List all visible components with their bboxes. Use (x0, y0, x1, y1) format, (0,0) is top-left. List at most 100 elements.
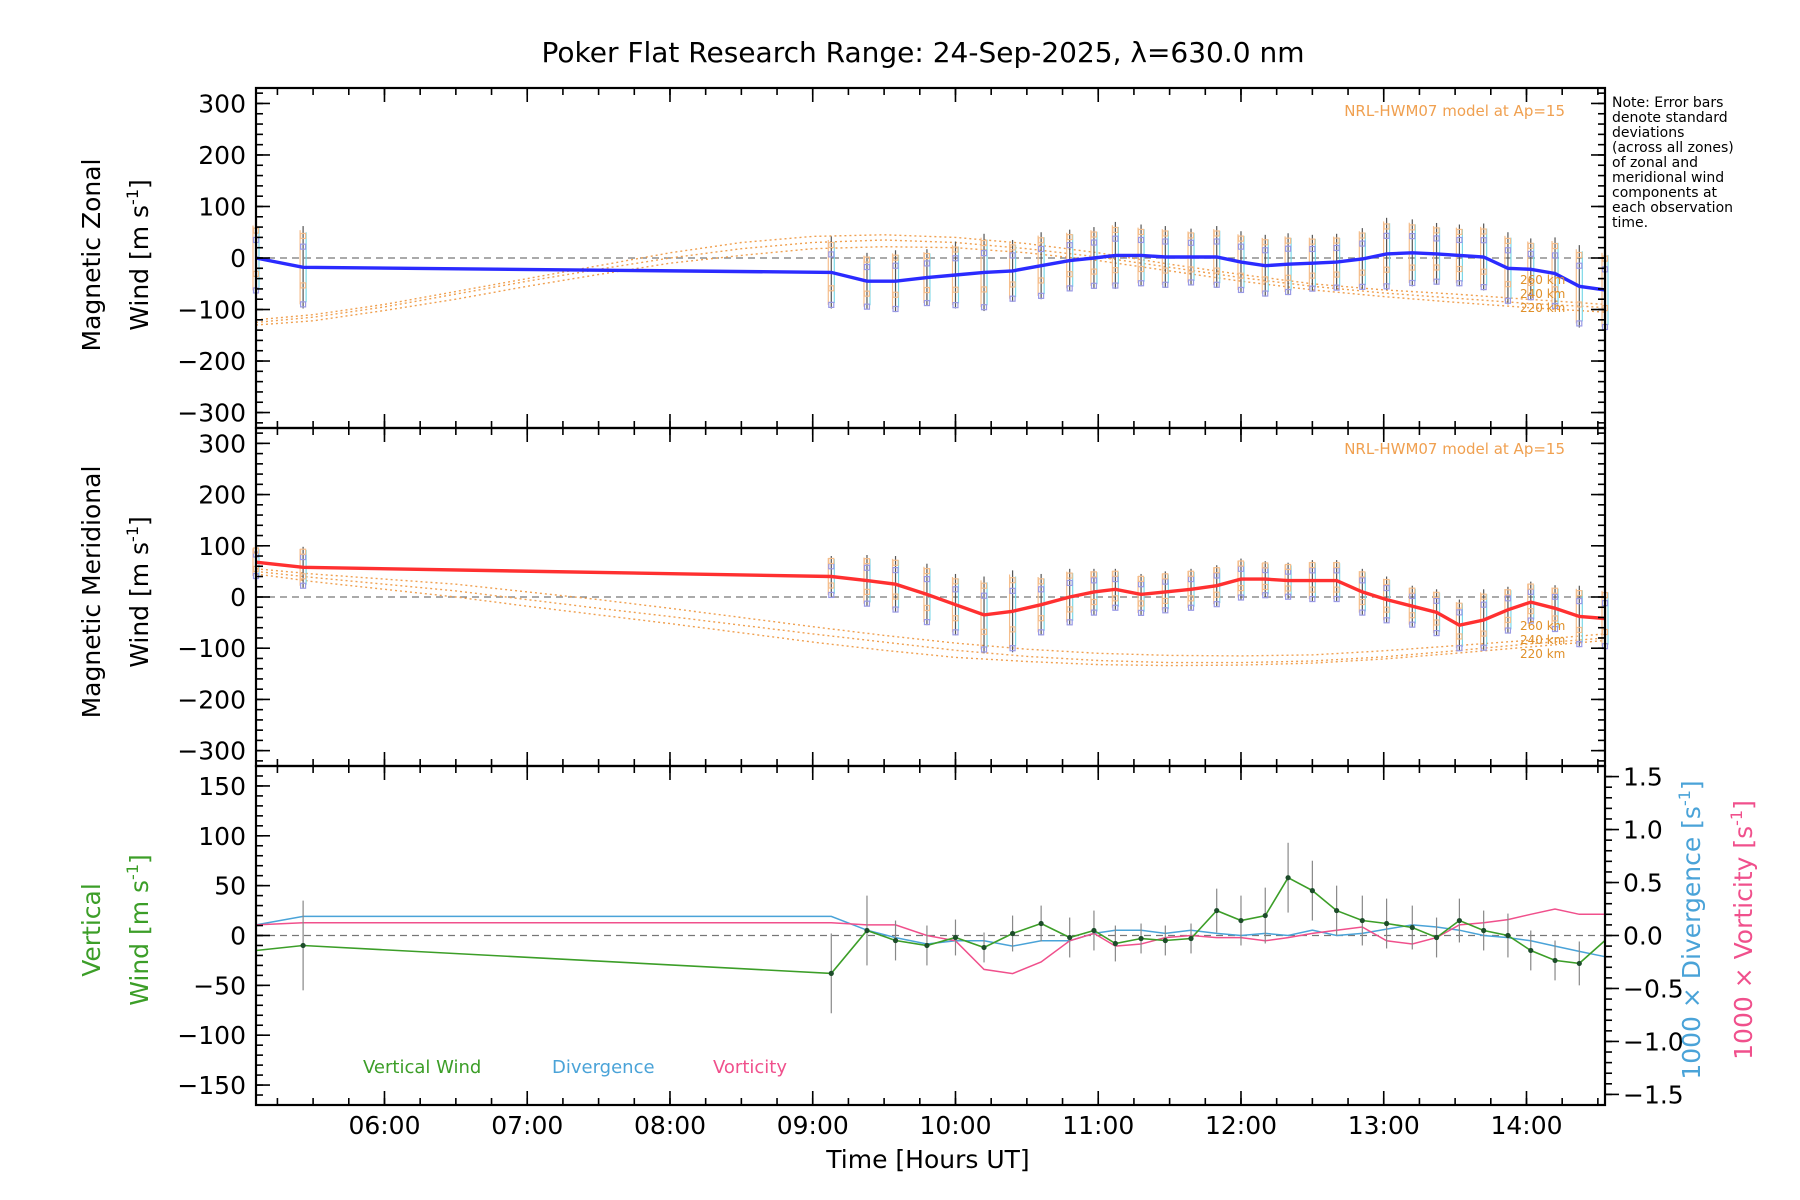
zonal-zone-point (1137, 265, 1145, 273)
zonal-zone-point (1309, 272, 1316, 279)
zonal-zone-point (1456, 228, 1463, 236)
zonal-zone-point (1576, 251, 1583, 259)
x-tick-label: 06:00 (348, 1111, 420, 1140)
vertical-wind-point (1552, 957, 1558, 964)
zonal-zone-point (1009, 295, 1016, 302)
x-tick-label: 12:00 (1205, 1111, 1277, 1140)
zonal-zone-point (1187, 239, 1195, 246)
zonal-zone-point (1237, 235, 1245, 242)
zonal-zone-point (1504, 281, 1512, 288)
meridional-zone-point (1309, 586, 1316, 593)
zonal-zone-point (300, 243, 307, 250)
vertical-y-tick-label: 100 (198, 822, 246, 851)
meridional-zone-point (1309, 595, 1316, 603)
zonal-zone-point (1527, 250, 1534, 257)
zonal-ylabel-line2: Wind [m s-1] (123, 179, 154, 331)
vertical-ylabel-line2: Wind [m s-1] (123, 854, 154, 1006)
right-axis-tick-label: −1.0 (1623, 1027, 1684, 1056)
chart-title: Poker Flat Research Range: 24-Sep-2025, … (542, 36, 1305, 69)
zonal-zone-point (1551, 242, 1559, 250)
zonal-zone-point (892, 262, 899, 269)
vertical-ylabel-line1: Vertical (77, 883, 106, 977)
meridional-zone-point (1551, 593, 1559, 600)
vertical-wind-point (1309, 888, 1315, 894)
vertical-wind-point (1285, 875, 1291, 881)
meridional-zone-point (980, 582, 988, 589)
zonal-zone-point (1309, 238, 1316, 245)
meridional-zone-point (1237, 594, 1245, 601)
meridional-zone-point (1066, 572, 1073, 579)
meridional-zone-point (1504, 627, 1512, 634)
meridional-zone-point (952, 578, 959, 585)
zonal-zone-point (1551, 302, 1559, 310)
meridional-zone-point (300, 573, 307, 580)
meridional-zone-point (1009, 577, 1016, 584)
vertical-wind-point (828, 970, 834, 976)
meridional-panel: −300 −200 −100 0 100 200 300 (177, 426, 1609, 768)
meridional-ylabel-sup: -1 (123, 526, 142, 542)
meridional-zone-point (1038, 578, 1045, 585)
zonal-zone-point (828, 301, 835, 308)
zonal-alt-label-220: 220 km (1520, 301, 1565, 315)
meridional-zone-point (980, 592, 988, 599)
meridional-ylabel-line1: Magnetic Meridional (77, 466, 106, 719)
vertical-wind-point (1214, 907, 1220, 914)
meridional-zone-point (1456, 645, 1463, 652)
meridional-zone-point (1038, 615, 1045, 622)
vertical-ylabel-sup: -1 (123, 864, 142, 880)
zonal-zone-point (1038, 277, 1045, 284)
zonal-zone-point (1284, 245, 1292, 252)
divergence-ylabel-sup: -1 (1675, 790, 1694, 806)
meridional-zone-point (1066, 619, 1073, 626)
zonal-zone-point (300, 232, 307, 240)
zonal-zone-point (892, 254, 899, 261)
vertical-wind-point (892, 937, 899, 944)
zonal-zone-point (1162, 267, 1169, 274)
note-line: (across all zones) (1612, 140, 1734, 156)
zonal-zone-point (1551, 252, 1559, 259)
meridional-zone-point (892, 606, 899, 613)
zonal-zone-point (1504, 247, 1512, 254)
zonal-zone-point (1112, 226, 1119, 234)
zonal-zone-point (1284, 237, 1292, 244)
zonal-zone-point (863, 263, 871, 271)
meridional-zone-point (863, 558, 871, 565)
note-line: of zonal and (1612, 155, 1698, 171)
note-line: components at (1612, 185, 1718, 201)
zonal-zone-point (1456, 280, 1463, 287)
meridional-zone-point (1576, 626, 1583, 634)
vorticity-ylabel-text: 1000 × Vorticity [s (1729, 826, 1758, 1060)
zonal-zone-point (1038, 245, 1045, 253)
meridional-zone-point (1284, 593, 1292, 600)
zonal-zone-point (1137, 228, 1145, 236)
zonal-zone-point (980, 250, 988, 257)
meridional-zone-point (863, 588, 871, 595)
vertical-wind-point (924, 942, 930, 949)
meridional-zone-point (1480, 630, 1487, 637)
meridional-zone-point (1187, 604, 1195, 611)
zonal-zone-point (1237, 243, 1245, 250)
meridional-zone-point (1480, 601, 1487, 608)
meridional-zone-point (1038, 629, 1045, 636)
meridional-zone-point (1504, 595, 1512, 602)
meridional-hwm-260-km (255, 568, 1606, 657)
meridional-zone-point (1137, 575, 1145, 582)
zonal-zone-point (1112, 282, 1119, 289)
meridional-zone-point (923, 567, 931, 575)
meridional-wind-line (255, 560, 1606, 627)
meridional-zone-point (1262, 592, 1269, 599)
meridional-zone-point (1137, 609, 1145, 616)
zonal-zone-point (1213, 267, 1220, 274)
zonal-zone-point (1359, 240, 1366, 247)
vertical-wind-point (981, 944, 987, 951)
zonal-alt-label-240: 240 km (1520, 287, 1565, 301)
meridional-zone-point (1527, 583, 1534, 590)
meridional-zone-point (1576, 590, 1583, 597)
zonal-zone-point (1359, 283, 1366, 290)
zonal-zone-point (863, 256, 871, 263)
meridional-zone-point (1576, 641, 1583, 648)
vertical-wind-point (1009, 930, 1016, 937)
meridional-zone-point (863, 564, 871, 571)
zonal-zone-point (1284, 274, 1292, 281)
chart-panels: −300−200−1000100200300−300−200−100010020… (177, 86, 1684, 1140)
